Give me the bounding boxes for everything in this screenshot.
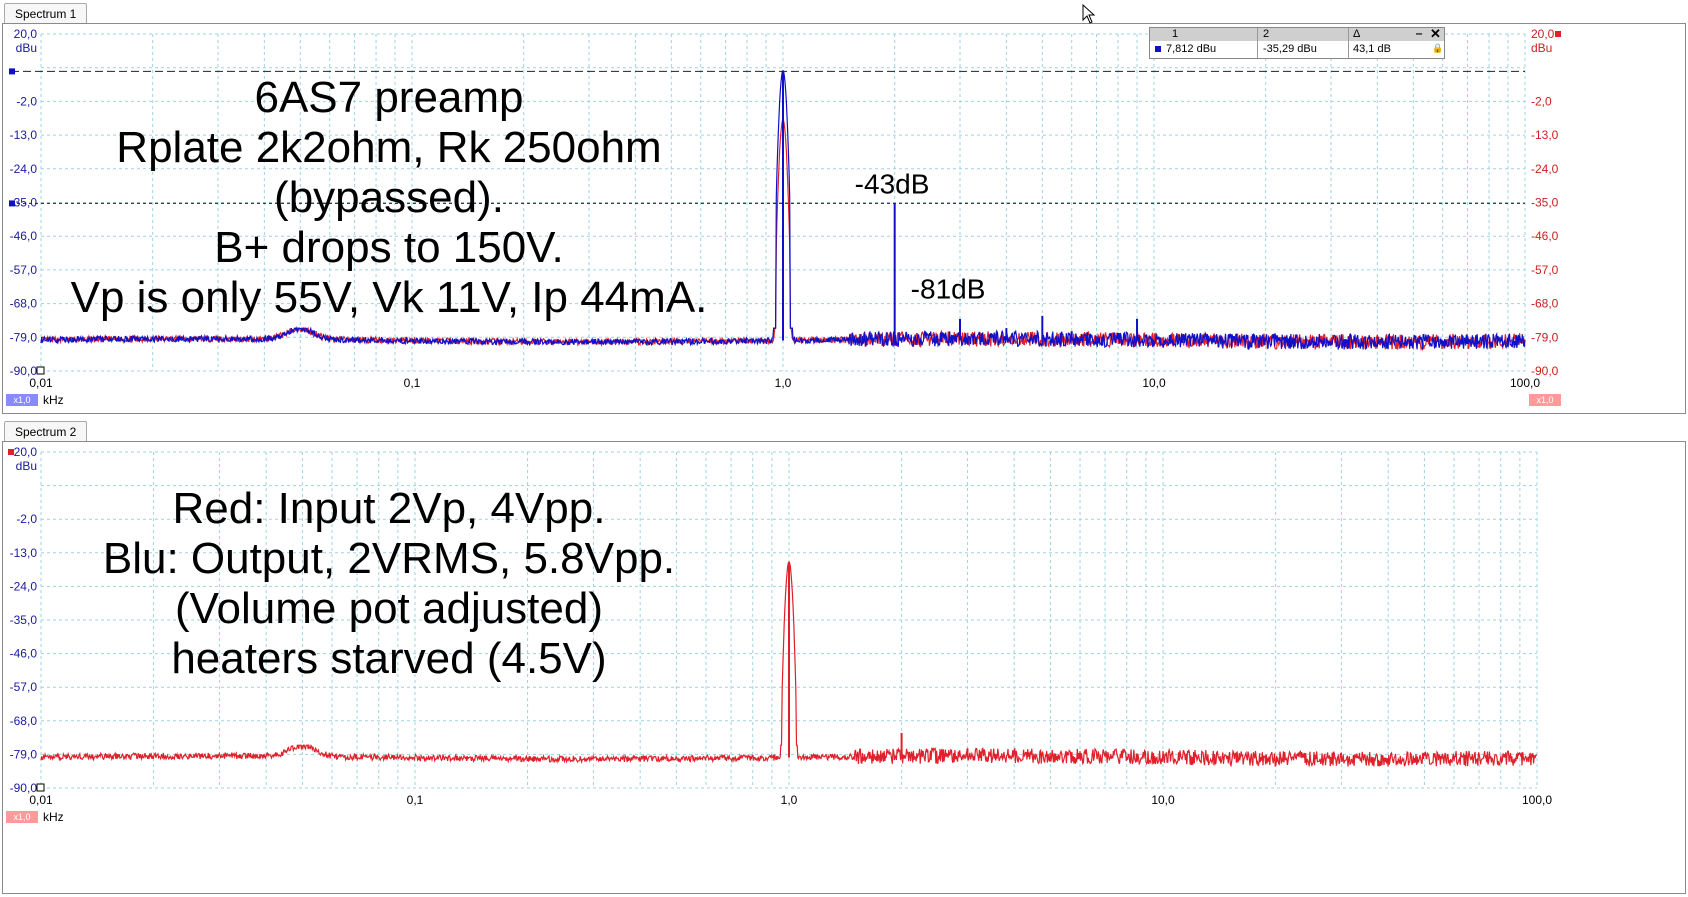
scale-badge-right — [1529, 394, 1561, 406]
tab-spectrum-1[interactable]: Spectrum 1 — [4, 3, 88, 24]
y-tick-label: 20,0 — [14, 27, 38, 41]
note-line: Vp is only 55V, Vk 11V, Ip 44mA. — [71, 273, 708, 322]
y-tick-label: -35,0 — [10, 196, 38, 210]
x-tick-label: 0,1 — [404, 376, 421, 390]
cursor-readout-table: 1 2 Δ ‒ ✕ 7,812 dBu -35,29 dBu 43,1 dB 🔒 — [1149, 26, 1445, 59]
spectrum-2-chart: 20,0 -2,0 -13,0 -24,0 -35,0 -46,0 -57,0 -68,0 -7… — [6, 445, 1552, 824]
minimize-icon[interactable]: ‒ — [1416, 28, 1423, 40]
y-tick-label: -46,0 — [10, 229, 38, 243]
y-axis-label-right: dBu — [1531, 41, 1552, 55]
y-tick-label: -57,0 — [10, 680, 38, 694]
y-tick-label: -24,0 — [10, 162, 38, 176]
scale-badge-left — [6, 811, 38, 823]
y-tick-label: -90,0 — [10, 364, 38, 378]
annotation-43db: -43dB — [855, 168, 930, 199]
annotation-81db: -81dB — [911, 274, 986, 305]
scale-badge-left-label: x1,0 — [13, 395, 30, 405]
note-line: (Volume pot adjusted) — [175, 584, 603, 633]
x-axis-label: kHz — [43, 393, 64, 407]
y-tick-label-right: -68,0 — [1531, 297, 1559, 311]
cursor-marker — [9, 68, 15, 75]
y-axis-label: dBu — [16, 459, 37, 473]
y-tick-label: -57,0 — [10, 263, 38, 277]
scale-badge-left-label: x1,0 — [13, 812, 30, 822]
y-tick-label-right: -13,0 — [1531, 128, 1559, 142]
note-line: B+ drops to 150V. — [214, 223, 563, 272]
spectrum-2-panel: 20,0 -2,0 -13,0 -24,0 -35,0 -46,0 -57,0 -68,0 -7… — [2, 441, 1686, 894]
note-line: Red: Input 2Vp, 4Vpp. — [173, 484, 606, 533]
note-line: Rplate 2k2ohm, Rk 250ohm — [116, 123, 661, 172]
x-tick-label: 10,0 — [1151, 793, 1175, 807]
y-tick-label: -68,0 — [10, 297, 38, 311]
readout-col3-value: 43,1 dB — [1353, 43, 1391, 55]
y-tick-label-right: 20,0 — [1531, 27, 1555, 41]
note-line: Blu: Output, 2VRMS, 5.8Vpp. — [103, 534, 675, 583]
y-tick-label: -79,0 — [10, 747, 38, 761]
tab-spectrum-2[interactable]: Spectrum 2 — [4, 421, 88, 442]
y-tick-label: -24,0 — [10, 579, 38, 593]
scale-badge-right-label: x1,0 — [1536, 395, 1553, 405]
x-tick-label: 1,0 — [781, 793, 798, 807]
series-marker-icon — [1155, 46, 1161, 52]
x-tick-label: 10,0 — [1142, 376, 1166, 390]
y-tick-label: -35,0 — [10, 613, 38, 627]
spectrum-1-chart: 20,0 20,0 -2,0 -2,0 -13,0 -13,0 -24,0 -24,0 -35,… — [6, 27, 1561, 407]
x-tick-label: 0,01 — [29, 793, 53, 807]
y-tick-label-right: -79,0 — [1531, 330, 1559, 344]
x-tick-label: 100,0 — [1510, 376, 1540, 390]
x-tick-label: 100,0 — [1522, 793, 1552, 807]
scale-badge-left — [6, 394, 38, 406]
y-tick-label: -2,0 — [16, 512, 37, 526]
x-axis-label: kHz — [43, 810, 64, 824]
readout-col3-header: Δ — [1353, 28, 1361, 40]
x-tick-label: 0,1 — [407, 793, 424, 807]
origin-marker — [36, 783, 45, 792]
readout-col2-value: -35,29 dBu — [1263, 43, 1317, 55]
readout-col2-header: 2 — [1263, 28, 1270, 40]
lock-icon[interactable]: 🔒 — [1432, 43, 1444, 53]
y-tick-label-right: -90,0 — [1531, 364, 1559, 378]
channel-marker-right — [1555, 31, 1561, 37]
readout-col1-header: 1 — [1172, 28, 1179, 40]
x-tick-label: 1,0 — [775, 376, 792, 390]
y-tick-label: -2,0 — [16, 94, 37, 108]
y-tick-label: -13,0 — [10, 546, 38, 560]
readout-col1-value: 7,812 dBu — [1166, 43, 1217, 55]
cursor-marker — [9, 200, 15, 207]
y-tick-label-right: -24,0 — [1531, 162, 1559, 176]
mouse-pointer-icon — [1082, 4, 1096, 24]
y-tick-label-right: -57,0 — [1531, 263, 1559, 277]
y-tick-label: -79,0 — [10, 330, 38, 344]
origin-marker — [36, 366, 45, 375]
y-axis-label: dBu — [16, 41, 37, 55]
y-tick-label-right: -46,0 — [1531, 229, 1559, 243]
spectrum-1-panel: 20,0 20,0 -2,0 -2,0 -13,0 -13,0 -24,0 -24,0 -35,… — [2, 23, 1686, 414]
note-line: (bypassed). — [274, 173, 504, 222]
y-tick-label: 20,0 — [14, 445, 38, 459]
y-tick-label: -68,0 — [10, 714, 38, 728]
x-tick-label: 0,01 — [29, 376, 53, 390]
y-tick-label: -46,0 — [10, 647, 38, 661]
y-tick-label-right: -2,0 — [1531, 94, 1552, 108]
y-tick-label-right: -35,0 — [1531, 196, 1559, 210]
close-icon[interactable]: ✕ — [1430, 26, 1441, 41]
y-tick-label: -13,0 — [10, 128, 38, 142]
note-line: 6AS7 preamp — [254, 73, 523, 122]
note-line: heaters starved (4.5V) — [171, 634, 606, 683]
y-tick-label: -90,0 — [10, 781, 38, 795]
channel-marker-left — [8, 449, 14, 455]
